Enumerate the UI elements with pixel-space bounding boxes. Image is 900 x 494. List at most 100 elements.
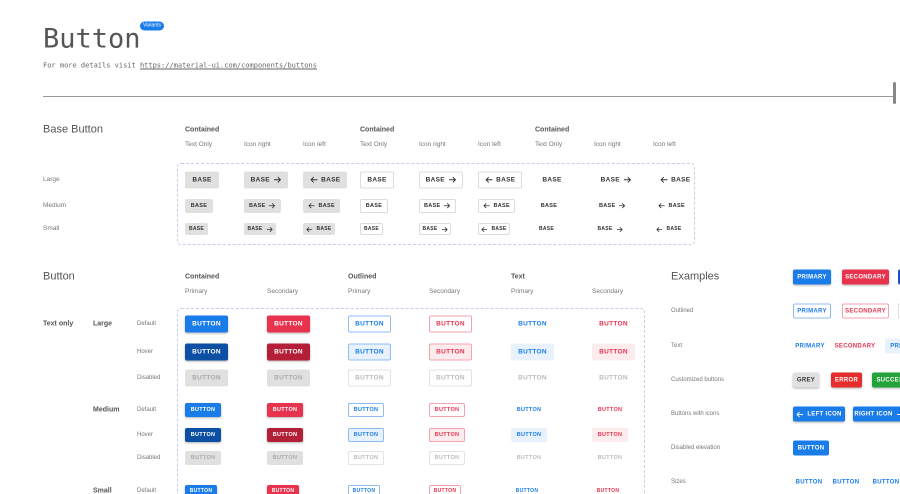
button-label: BASE	[318, 203, 335, 209]
button[interactable]: BUTTON	[348, 315, 391, 333]
group-label: Outlined	[348, 273, 377, 281]
button[interactable]: BUTTON	[185, 315, 228, 333]
button[interactable]: BUTTON	[592, 403, 628, 417]
button[interactable]: SECONDARY	[842, 303, 889, 319]
button[interactable]: PRIMARY	[793, 269, 831, 285]
button[interactable]: BASE	[419, 223, 451, 235]
button[interactable]: BUTTON	[267, 403, 303, 417]
button[interactable]: RIGHT ICON	[853, 406, 900, 422]
button[interactable]: BUTTON	[348, 343, 391, 361]
button[interactable]: BASE	[653, 199, 690, 213]
button[interactable]: BASE	[535, 199, 563, 213]
button[interactable]: BUTTON	[869, 475, 900, 490]
button[interactable]: BUTTON	[511, 403, 547, 417]
base-frame	[177, 163, 695, 245]
button-label: BUTTON	[516, 432, 542, 438]
button[interactable]: BASE	[535, 223, 558, 235]
button[interactable]: BASE	[303, 223, 335, 235]
button[interactable]: BUTTON	[267, 485, 299, 494]
button[interactable]: BUTTON	[429, 315, 472, 333]
button[interactable]: BUTTON	[511, 485, 543, 494]
button[interactable]: BUTTON	[793, 475, 825, 490]
button[interactable]: BUTTON	[348, 403, 384, 417]
button[interactable]: SUCCESS	[872, 372, 900, 388]
button[interactable]: BUTTON	[185, 343, 228, 361]
button[interactable]: BASE	[244, 171, 288, 189]
button[interactable]: BUTTON	[511, 316, 554, 333]
button[interactable]: BASE	[419, 199, 456, 213]
button[interactable]: BUTTON	[267, 369, 310, 387]
button-label: BASE	[363, 226, 380, 232]
button[interactable]: BUTTON	[185, 369, 228, 387]
button[interactable]: BASE	[244, 223, 276, 235]
button[interactable]: BUTTON	[793, 440, 829, 456]
clipped-button[interactable]	[898, 303, 900, 319]
column-label: Icon left	[478, 140, 501, 148]
button[interactable]: BASE	[360, 199, 388, 213]
button[interactable]: BUTTON	[429, 428, 465, 442]
button[interactable]: BUTTON	[185, 451, 221, 465]
button[interactable]: BUTTON	[267, 343, 310, 361]
button[interactable]: BASE	[594, 172, 638, 189]
button[interactable]: BUTTON	[592, 370, 635, 387]
button[interactable]: BASE	[360, 171, 394, 189]
button[interactable]: BASE	[535, 172, 569, 189]
button[interactable]: BUTTON	[511, 428, 547, 442]
button[interactable]: BASE	[244, 199, 281, 213]
button[interactable]: BASE	[653, 223, 685, 235]
button-label: BUTTON	[271, 488, 295, 494]
button[interactable]: BASE	[303, 199, 340, 213]
button[interactable]: SECONDARY	[842, 269, 889, 285]
button[interactable]: BUTTON	[511, 451, 547, 465]
button[interactable]: BASE	[185, 223, 208, 235]
button[interactable]: BASE	[185, 199, 213, 213]
button[interactable]: BUTTON	[185, 403, 221, 417]
button[interactable]: BASE	[185, 171, 219, 189]
button[interactable]: BUTTON	[185, 428, 221, 442]
button[interactable]: BASE	[478, 223, 510, 235]
button[interactable]: BUTTON	[511, 343, 554, 361]
clipped-button[interactable]	[898, 269, 900, 285]
button[interactable]: BUTTON	[348, 369, 391, 387]
button[interactable]: BUTTON	[267, 315, 310, 333]
button[interactable]: BUTTON	[267, 451, 303, 465]
button-label: BUTTON	[272, 455, 298, 461]
button[interactable]: BUTTON	[592, 316, 635, 333]
button[interactable]: BASE	[594, 223, 626, 235]
button[interactable]: BUTTON	[830, 475, 862, 490]
button[interactable]: BUTTON	[429, 403, 465, 417]
button[interactable]: BUTTON	[592, 343, 635, 361]
button[interactable]: BASE	[360, 223, 383, 235]
button[interactable]: BUTTON	[429, 343, 472, 361]
button[interactable]: BASE	[478, 199, 515, 213]
button[interactable]: BASE	[478, 171, 522, 189]
button[interactable]: ERROR	[831, 372, 862, 388]
button[interactable]: BUTTON	[267, 428, 303, 442]
button[interactable]: SECONDARY	[835, 339, 876, 354]
button[interactable]: BUTTON	[592, 428, 628, 442]
button[interactable]: BUTTON	[511, 370, 554, 387]
button[interactable]: BUTTON	[348, 451, 384, 465]
button[interactable]: BUTTON	[429, 485, 461, 494]
button[interactable]: BUTTON	[348, 428, 384, 442]
example-label: Disabled elevation	[671, 445, 721, 451]
button[interactable]: GREY	[793, 372, 819, 388]
button[interactable]: BASE	[594, 199, 631, 213]
button[interactable]: LEFT ICON	[793, 406, 845, 422]
button[interactable]: BASE	[303, 171, 347, 189]
button[interactable]: PRIMARY	[793, 303, 831, 319]
button[interactable]: BASE	[419, 171, 463, 189]
button[interactable]: BUTTON	[592, 485, 624, 494]
button[interactable]: BASE	[653, 172, 697, 189]
button[interactable]: BUTTON	[592, 451, 628, 465]
link[interactable]: https://material-ui.com/components/butto…	[139, 61, 317, 70]
button[interactable]: BUTTON	[185, 485, 217, 494]
button[interactable]: BUTTON	[429, 369, 472, 387]
button[interactable]: BUTTON	[429, 451, 465, 465]
button-label: SECONDARY	[845, 308, 886, 314]
button-label: BASE	[425, 176, 445, 184]
button[interactable]: PRIMARY	[793, 339, 827, 354]
scrollbar[interactable]	[893, 82, 896, 104]
button[interactable]: BUTTON	[348, 485, 380, 494]
button[interactable]: PRIMARY	[885, 338, 900, 354]
